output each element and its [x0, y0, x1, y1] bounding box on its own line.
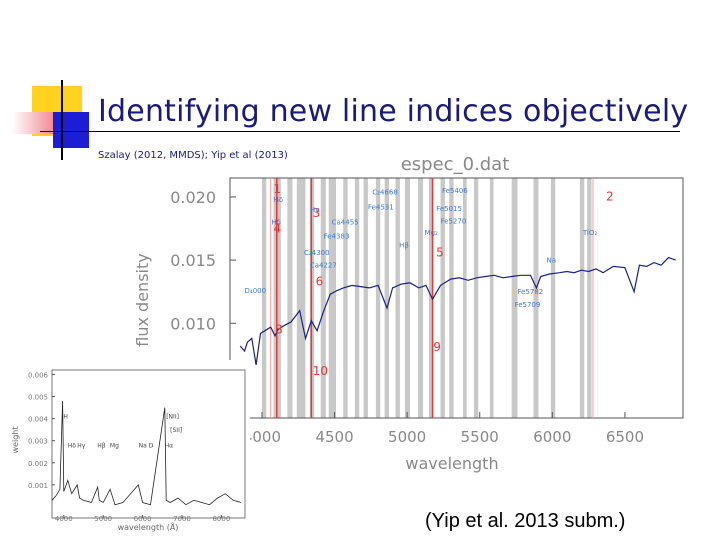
index-band: [550, 178, 556, 418]
inset-x-tick-label: 8000: [212, 515, 230, 523]
inset-line-label: Hγ: [77, 442, 86, 449]
inset-x-tick-label: 7000: [173, 515, 191, 523]
index-band: [363, 178, 368, 418]
inset-line-label: Mg: [110, 442, 119, 449]
deco-vertical-line: [61, 80, 63, 160]
y-tick-label: 0.010: [170, 314, 216, 333]
index-band: [579, 178, 585, 418]
red-index-label: 2: [606, 190, 614, 204]
deco-blue-square: [53, 112, 89, 148]
spectrum-line: [239, 256, 676, 365]
blue-line-label: Fe4531: [368, 204, 394, 212]
index-band: [440, 178, 445, 418]
chart-title: espec_0.dat: [401, 154, 510, 175]
red-index-label: 5: [436, 245, 444, 259]
blue-line-label: Fe4383: [324, 233, 350, 241]
blue-line-label: Fe5709: [515, 301, 541, 309]
deco-horizontal-line: [40, 131, 680, 132]
blue-line-label: D₄000: [245, 287, 267, 295]
index-band: [428, 178, 434, 418]
index-band: [375, 178, 381, 418]
y-tick-label: 0.015: [170, 251, 216, 270]
inset-y-tick-label: 0.002: [28, 460, 48, 468]
inset-line-label: H: [63, 414, 68, 421]
inset-x-tick-label: 6000: [134, 515, 152, 523]
inset-frame: [51, 369, 246, 519]
x-tick-label: 6500: [606, 428, 644, 446]
slide-subtitle: Szalay (2012, MMDS); Yip et al (2013): [98, 150, 288, 161]
blue-line-label: Fe5406: [442, 187, 468, 195]
inset-line-label: Hδ: [68, 442, 77, 449]
red-index-label: 9: [433, 340, 441, 354]
x-tick-label: 5000: [388, 428, 426, 446]
blue-line-label: Hγ: [310, 206, 319, 214]
inset-y-tick-label: 0.006: [28, 371, 49, 379]
blue-line-label: Hδ: [274, 196, 284, 204]
y-tick-label: 0.020: [170, 188, 216, 207]
x-axis-label: wavelength: [405, 454, 498, 473]
blue-line-label: C₂4300: [304, 249, 330, 257]
index-band: [473, 178, 479, 418]
citation-text: (Yip et al. 2013 subm.): [425, 510, 626, 532]
inset-y-axis-label: weight: [11, 427, 20, 454]
inset-weight-line: [51, 400, 242, 506]
blue-line-label: Fe5782: [517, 288, 543, 296]
index-band: [418, 178, 424, 418]
plot-frame: [229, 177, 684, 419]
blue-line-label: Ca4455: [332, 219, 359, 227]
blue-line-label: C₂4668: [372, 188, 398, 196]
red-index-label: 6: [316, 274, 324, 288]
index-band: [261, 178, 267, 418]
x-tick-label: 4500: [315, 428, 353, 446]
inset-line-label: [NII]: [166, 414, 179, 421]
index-band: [354, 178, 360, 418]
index-band: [287, 178, 293, 418]
inset-y-tick-label: 0.005: [28, 394, 48, 402]
red-index-label: 4: [274, 221, 282, 235]
inset-y-tick-label: 0.001: [28, 482, 48, 490]
blue-line-label: Hδ: [271, 219, 281, 227]
inset-line-label: Hβ: [97, 442, 106, 449]
slide-title: Identifying new line indices objectively: [98, 94, 689, 129]
red-index-label: 1: [274, 182, 282, 196]
index-band: [395, 178, 400, 418]
index-band: [328, 178, 336, 418]
blue-line-label: TiO₂: [582, 229, 598, 237]
y-axis-label: flux density: [133, 253, 152, 346]
blue-line-label: Fe5270: [441, 217, 467, 225]
x-tick-label: 4000: [243, 428, 281, 446]
red-index-label: 10: [313, 364, 328, 378]
inset-line-label: Hα: [165, 442, 174, 449]
inset-y-tick-label: 0.003: [28, 438, 48, 446]
inset-line-label: Na D: [139, 442, 154, 449]
inset-y-tick-label: 0.004: [28, 416, 49, 424]
index-band: [449, 178, 454, 418]
blue-line-label: Ca4227: [310, 262, 337, 270]
blue-line-label: Mg₂: [425, 229, 438, 237]
index-band: [533, 178, 539, 418]
blue-line-label: Na: [547, 257, 557, 265]
index-band: [404, 178, 411, 418]
index-band: [296, 178, 306, 418]
red-index-label: 3: [313, 206, 321, 220]
index-band: [343, 178, 348, 418]
index-band: [320, 178, 326, 418]
red-index-label: 8: [275, 322, 283, 336]
blue-line-label: Fe5015: [436, 205, 462, 213]
blue-line-label: Hβ: [399, 241, 409, 249]
x-tick-label: 6000: [533, 428, 571, 446]
index-band: [587, 178, 592, 418]
inset-panel: [10, 360, 250, 532]
index-band: [384, 178, 389, 418]
index-band: [511, 178, 518, 418]
index-band: [463, 178, 467, 418]
inset-x-axis-label: wavelength (Å): [118, 521, 179, 532]
index-band: [489, 178, 494, 418]
inset-line-label: [SII]: [170, 427, 182, 434]
inset-x-tick-label: 5000: [94, 515, 112, 523]
inset-x-tick-label: 4000: [55, 515, 73, 523]
x-tick-label: 5500: [461, 428, 499, 446]
